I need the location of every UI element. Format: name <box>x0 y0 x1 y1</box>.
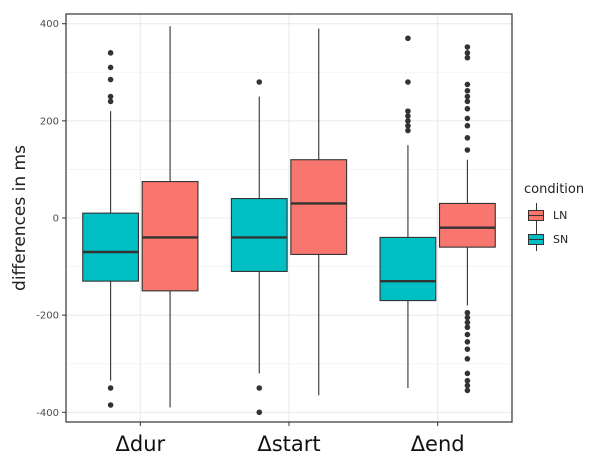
x-tick-label: Δstart <box>257 432 320 454</box>
box-ln-outlier <box>464 377 471 384</box>
box-ln-outlier <box>464 135 471 141</box>
box-ln-outlier <box>464 339 471 345</box>
box-ln-outlier <box>464 50 471 56</box>
box-ln-outlier <box>464 115 471 122</box>
box-sn-outlier <box>107 76 114 83</box>
box-sn-outlier <box>405 118 411 124</box>
y-axis-title-wrap: differences in ms <box>0 0 40 454</box>
box-ln-outlier <box>464 309 471 316</box>
box-sn-outlier <box>256 79 263 85</box>
box-sn-outlier <box>107 93 114 100</box>
box-sn-outlier <box>107 385 114 391</box>
box-ln-outlier <box>464 356 471 362</box>
box-ln-iqr <box>290 159 348 255</box>
y-axis-title: differences in ms <box>10 145 30 291</box>
x-tick-label: Δdur <box>116 432 166 454</box>
box-ln-outlier <box>464 44 471 50</box>
legend-key-sn <box>524 227 548 251</box>
box-sn-outlier <box>107 402 114 408</box>
legend-item-ln: LN <box>524 203 584 227</box>
box-ln-outlier <box>464 314 471 321</box>
y-tick-label: 0 <box>53 214 59 225</box>
legend-title: condition <box>524 182 585 197</box>
legend-label-ln: LN <box>553 208 568 222</box>
box-ln-outlier <box>464 98 471 105</box>
box-sn-outlier <box>405 108 411 114</box>
box-ln-outlier <box>464 93 471 100</box>
box-ln-outlier <box>464 87 471 94</box>
legend-key-ln <box>524 203 548 227</box>
box-ln-outlier <box>464 346 471 352</box>
box-sn-outlier <box>107 64 114 71</box>
box-sn-outlier <box>405 35 411 42</box>
y-tick-label: -200 <box>36 311 59 322</box>
box-ln-outlier <box>464 81 471 88</box>
box-ln-outlier <box>464 324 471 331</box>
box-ln-outlier <box>464 105 471 112</box>
legend-label-sn: SN <box>553 232 569 246</box>
box-ln-outlier <box>464 319 471 326</box>
box-sn-outlier <box>405 127 411 134</box>
box-sn-outlier <box>405 79 411 85</box>
box-sn-outlier <box>405 122 411 129</box>
box-sn-iqr <box>230 198 288 272</box>
y-tick-label: -400 <box>36 408 59 419</box>
box-sn-iqr <box>379 236 437 302</box>
y-tick-label: 200 <box>40 116 59 127</box>
box-ln-outlier <box>464 122 471 129</box>
box-sn-outlier <box>107 98 114 105</box>
legend: condition LN SN <box>524 182 584 251</box>
box-sn-outlier <box>107 50 114 56</box>
box-sn-outlier <box>256 409 263 416</box>
box-sn-outlier <box>405 113 411 119</box>
legend-item-sn: SN <box>524 227 584 251</box>
box-sn-outlier <box>256 385 263 391</box>
x-tick-label: Δend <box>411 432 465 454</box>
y-tick-label: 400 <box>40 19 59 30</box>
box-ln-outlier <box>464 370 471 377</box>
box-ln-outlier <box>464 387 471 394</box>
box-sn-iqr <box>82 212 140 282</box>
box-ln-iqr <box>141 181 199 292</box>
legend-swatch-sn <box>528 233 544 245</box>
box-ln-iqr <box>438 202 496 248</box>
legend-swatch-ln <box>528 209 544 221</box>
box-ln-outlier <box>464 54 471 61</box>
box-ln-outlier <box>464 147 471 153</box>
box-ln-outlier <box>464 382 471 389</box>
box-ln-outlier <box>464 331 471 338</box>
